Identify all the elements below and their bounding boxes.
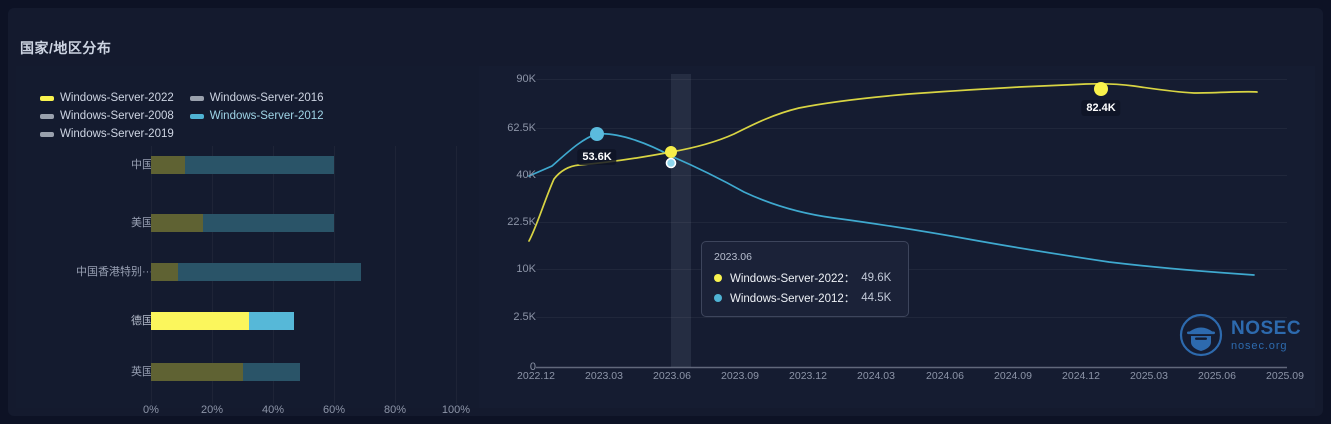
legend-item-windows-server-2019[interactable]: Windows-Server-2019 [40,128,174,140]
table-row[interactable]: 中国 [16,156,478,174]
line-x-tick: 2025.03 [1130,370,1168,382]
charts-panel: Windows-Server-2022 Windows-Server-2016 … [16,66,1315,416]
line-chart-svg [528,79,1287,369]
legend-item-windows-server-2016[interactable]: Windows-Server-2016 [189,92,324,104]
bar-x-tick: 40% [261,404,285,416]
bar-category-label: 美国 [131,217,153,229]
bar-segment-2012[interactable] [184,156,334,174]
page-title: 国家/地区分布 [20,40,112,56]
bar-segment-2022[interactable] [151,312,249,330]
bar-segment-2022[interactable] [151,263,179,281]
line-x-tick: 2023.09 [721,370,759,382]
line-x-tick: 2024.06 [926,370,964,382]
line-y-tick: 62.5K [507,122,536,134]
legend-label: Windows-Server-2008 [60,110,174,122]
legend-swatch-icon [189,95,204,101]
bar-category-label: 德国 [131,315,153,327]
data-point-marker-53-6k [590,127,604,141]
line-chart-panel: 90K 62.5K 40K 22.5K 10K 2.5K 0 53.6K 82.… [479,66,1315,408]
bar-segment-2022[interactable] [151,363,243,381]
bar-segment-2012[interactable] [248,312,295,330]
bar-segment-2012[interactable] [178,263,362,281]
legend-item-windows-server-2008[interactable]: Windows-Server-2008 [40,110,174,122]
line-x-tick: 2023.06 [653,370,691,382]
bar-track [151,363,301,381]
line-y-tick: 2.5K [513,311,536,323]
bar-category-label: 中国香港特别··· [76,266,153,278]
table-row[interactable]: 德国 [16,312,478,330]
line-x-tick: 2024.03 [857,370,895,382]
country-distribution-card: 国家/地区分布 Windows-Server-2022 Windows-Serv… [8,8,1323,416]
line-y-tick: 10K [516,263,536,275]
bar-category-label: 中国 [131,159,153,171]
hover-highlight-band [671,74,691,367]
bar-segment-2012[interactable] [242,363,301,381]
legend-swatch-icon [40,95,54,101]
bar-x-tick: 80% [383,404,407,416]
line-x-tick: 2022.12 [517,370,555,382]
bar-x-axis: 0% 20% 40% 60% 80% 100% [16,404,478,424]
legend-label: Windows-Server-2016 [209,92,324,104]
line-chart: 90K 62.5K 40K 22.5K 10K 2.5K 0 53.6K 82.… [479,66,1315,408]
tooltip-series-name: Windows-Server-2022： [730,273,856,285]
tooltip-series-dot-icon [714,274,722,282]
bar-gridline [456,146,457,404]
line-x-tick: 2023.12 [789,370,827,382]
tooltip-series-dot-icon [714,294,722,302]
data-point-label-82-4k: 82.4K [1081,100,1121,116]
data-point-label-53-6k: 53.6K [577,149,617,165]
table-row[interactable]: 英国 [16,363,478,381]
line-y-tick: 40K [516,169,536,181]
chart-legend: Windows-Server-2022 Windows-Server-2016 … [40,92,460,140]
line-x-tick: 2024.12 [1062,370,1100,382]
nosec-domain: nosec.org [1231,339,1288,352]
line-x-tick: 2025.06 [1198,370,1236,382]
tooltip-row: Windows-Server-2012： 44.5K [714,290,896,306]
legend-label: Windows-Server-2012 [209,110,324,122]
legend-item-windows-server-2012[interactable]: Windows-Server-2012 [189,110,324,122]
tooltip-date: 2023.06 [714,251,752,263]
legend-swatch-icon [40,113,54,119]
line-y-tick: 0 [529,361,536,373]
bar-track [151,312,295,330]
bar-chart: 中国 美国 中国香港特别··· [16,138,478,416]
bar-segment-2022[interactable] [151,214,203,232]
line-x-tick: 2024.09 [994,370,1032,382]
table-row[interactable]: 中国香港特别··· [16,263,478,281]
line-y-tick: 22.5K [507,216,536,228]
legend-label: Windows-Server-2019 [60,128,174,140]
legend-label: Windows-Server-2022 [60,92,174,104]
bar-segment-2022[interactable] [151,156,185,174]
nosec-name: NOSEC [1231,317,1302,339]
bar-category-label: 英国 [131,366,153,378]
bar-track [151,156,334,174]
nosec-wordmark: NOSEC nosec.org [1231,319,1301,352]
bar-x-tick: 100% [441,404,471,416]
bar-gridline [395,146,396,404]
bar-chart-panel: Windows-Server-2022 Windows-Server-2016 … [16,66,478,416]
bar-segment-2012[interactable] [202,214,334,232]
table-row[interactable]: 美国 [16,214,478,232]
data-point-marker-82-4k [1094,82,1108,96]
nosec-watermark: NOSEC nosec.org [1179,313,1301,357]
bar-x-tick: 20% [200,404,224,416]
line-x-tick: 2023.03 [585,370,623,382]
tooltip-series-value: 44.5K [861,292,892,304]
legend-swatch-icon [40,131,54,137]
legend-swatch-icon [189,113,204,119]
tooltip-row: Windows-Server-2022： 49.6K [714,270,896,286]
chart-tooltip: 2023.06 Windows-Server-2022： 49.6K Windo… [701,241,909,317]
bar-x-tick: 0% [143,404,159,416]
tooltip-series-name: Windows-Server-2012： [730,293,856,305]
line-x-tick: 2025.09 [1266,370,1304,382]
bar-track [151,263,362,281]
bar-track [151,214,334,232]
bar-x-tick: 60% [322,404,346,416]
line-y-tick: 90K [516,73,536,85]
tooltip-series-value: 49.6K [861,272,892,284]
nosec-logo-icon [1179,313,1223,357]
legend-item-windows-server-2022[interactable]: Windows-Server-2022 [40,92,174,104]
